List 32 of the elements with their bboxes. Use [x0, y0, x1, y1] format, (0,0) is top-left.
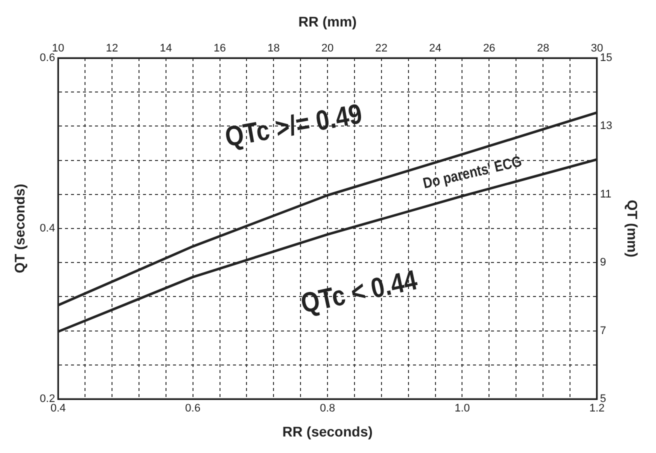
y2-tick-label: 9: [600, 256, 606, 269]
y-tick-label: 0.2: [40, 393, 56, 406]
annotation: QTc >/= 0.49: [222, 97, 364, 154]
x2-tick-label: 24: [429, 42, 442, 54]
x2-tick-label: 22: [375, 42, 388, 54]
x2-tick-label: 26: [483, 42, 496, 54]
x2-tick-label: 14: [160, 42, 172, 54]
x2-tick-label: 18: [268, 42, 280, 54]
x-tick-label: 1.0: [454, 402, 470, 415]
x-axis-title: RR (seconds): [282, 423, 373, 440]
annotation: Do parents' ECG: [421, 152, 524, 192]
x2-tick-label: 12: [106, 42, 118, 54]
y2-tick-label: 11: [600, 188, 612, 200]
x-tick-label: 1.2: [589, 402, 605, 415]
y2-tick-label: 13: [600, 120, 612, 132]
x-tick-label: 0.8: [320, 402, 336, 415]
y-tick-label: 0.4: [40, 222, 56, 235]
x-tick-label: 0.4: [50, 402, 66, 415]
x2-axis-title: RR (mm): [298, 13, 357, 30]
annotation: QTc < 0.44: [298, 263, 420, 320]
y2-tick-label: 5: [600, 393, 606, 406]
y2-tick-label: 15: [600, 52, 612, 64]
y-tick-label: 0.6: [40, 52, 56, 64]
x2-tick-label: 10: [52, 42, 64, 54]
x-tick-label: 0.6: [185, 402, 200, 415]
x2-tick-label: 20: [321, 42, 334, 54]
y2-tick-label: 7: [600, 324, 606, 337]
y-axis-title: QT (seconds): [11, 184, 28, 274]
x2-tick-label: 30: [590, 42, 604, 54]
y2-axis-title: QT (mm): [624, 200, 641, 258]
x2-tick-label: 28: [536, 42, 550, 54]
x2-tick-label: 16: [214, 42, 226, 54]
